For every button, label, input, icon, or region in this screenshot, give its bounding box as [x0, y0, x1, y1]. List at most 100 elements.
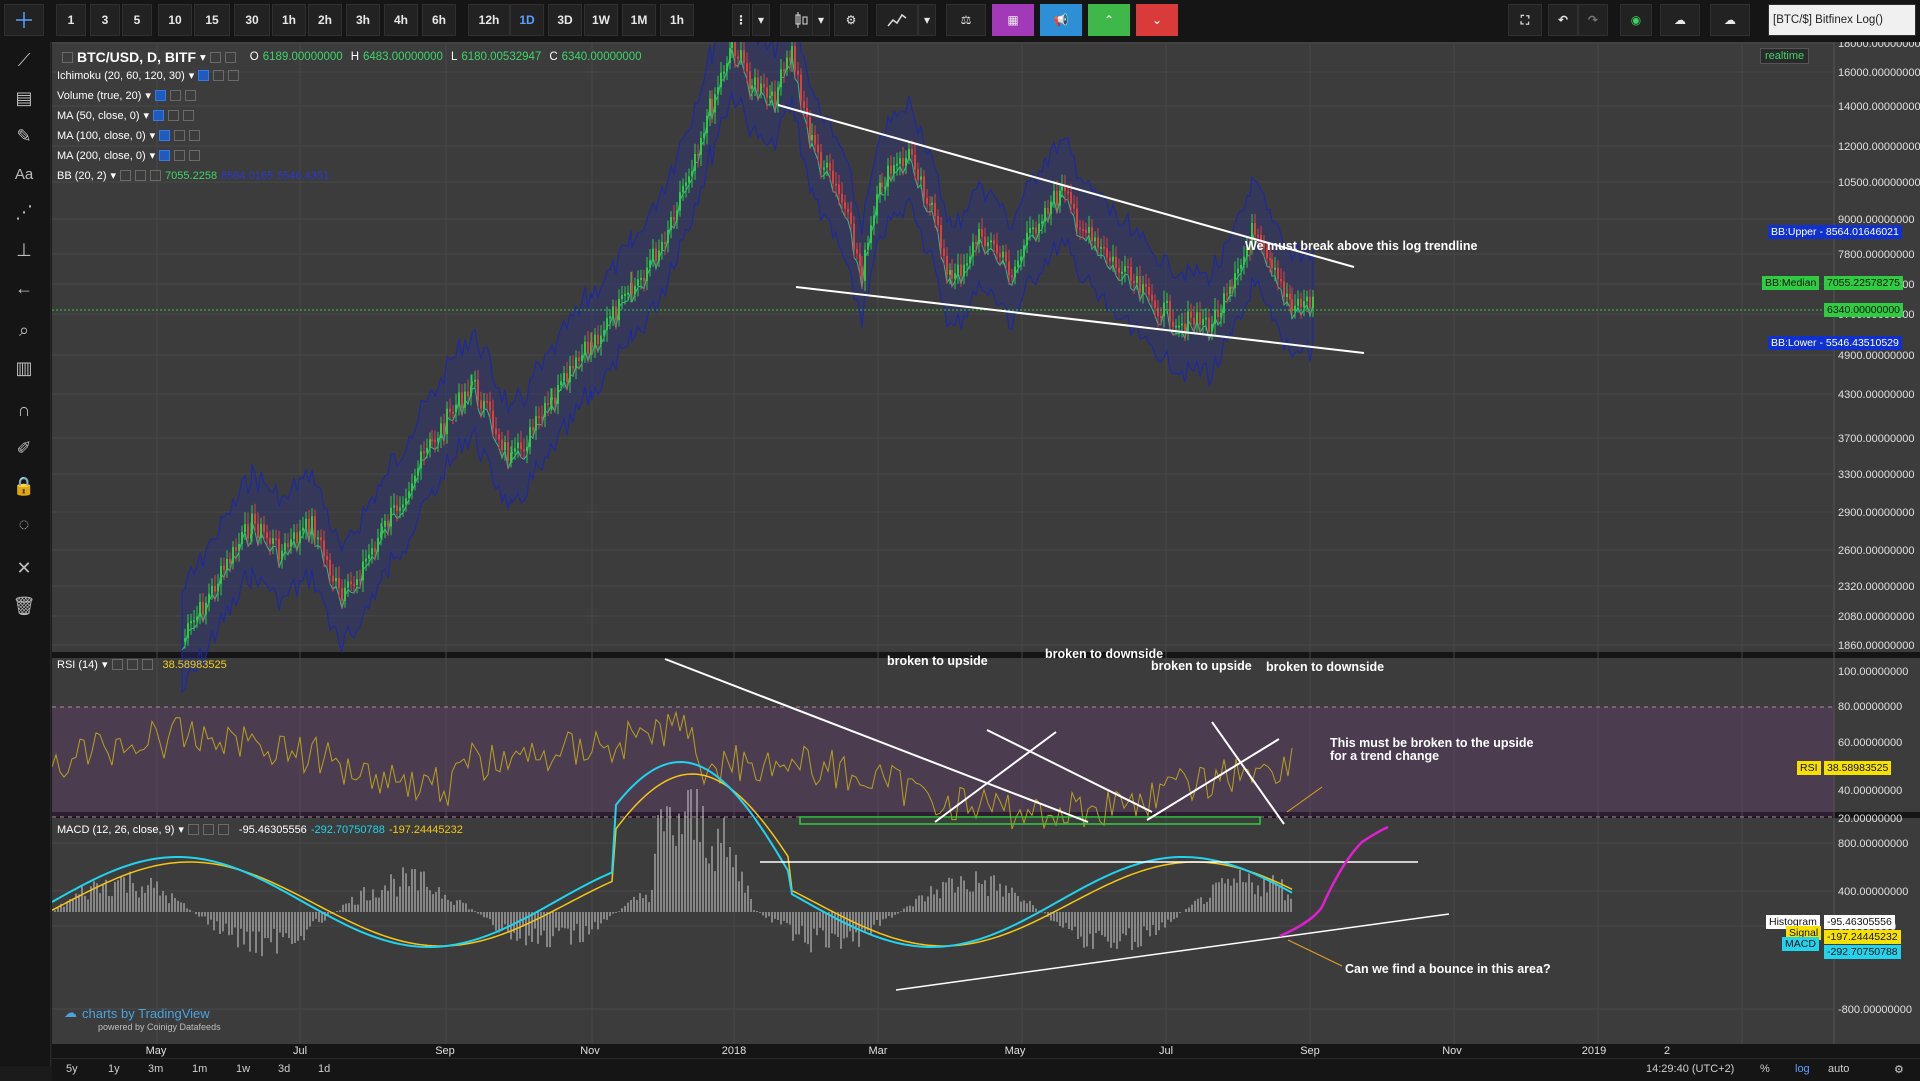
- chevron-down-icon[interactable]: ▾: [145, 90, 151, 102]
- powered-by: powered by Coinigy Datafeeds: [98, 1022, 221, 1032]
- candle-body: [746, 63, 748, 72]
- chevron-down-icon[interactable]: ▾: [812, 4, 830, 36]
- interval-6h-button[interactable]: 6h: [422, 4, 456, 36]
- log-toggle[interactable]: log: [1795, 1063, 1810, 1075]
- symbol-label[interactable]: BTC/USD, D, BITF: [77, 49, 196, 65]
- indicator-item[interactable]: MA (50, close, 0) ▾: [57, 109, 195, 122]
- ruler-icon[interactable]: ▥: [15, 357, 33, 378]
- auto-toggle[interactable]: auto: [1828, 1063, 1850, 1075]
- interval-2h-button[interactable]: 2h: [308, 4, 342, 36]
- chevron-down-icon[interactable]: ▾: [149, 130, 156, 142]
- chart-area[interactable]: 18000.00000000 16000.00000000 14000.000000…: [52, 42, 1920, 1066]
- close-toggle[interactable]: [224, 51, 236, 63]
- candle-body: [1163, 302, 1165, 317]
- camera-icon[interactable]: ◉: [1620, 4, 1652, 36]
- candle-body: [1229, 286, 1231, 294]
- fib-icon[interactable]: ▤: [15, 87, 33, 108]
- interval-1-button[interactable]: 1: [56, 4, 86, 36]
- measure-icon[interactable]: ⊥: [16, 239, 32, 260]
- interval-30-button[interactable]: 30: [234, 4, 270, 36]
- lock-icon[interactable]: 🔒: [12, 475, 36, 496]
- indicator-item[interactable]: MA (200, close, 0) ▾: [57, 149, 201, 162]
- sell-icon[interactable]: ⌄: [1136, 4, 1178, 36]
- tools-icon[interactable]: ✕: [16, 557, 32, 578]
- indicator-item[interactable]: MA (100, close, 0) ▾: [57, 129, 201, 142]
- indicator-item[interactable]: Volume (true, 20) ▾: [57, 89, 196, 102]
- gear-icon[interactable]: ⚙: [1894, 1064, 1904, 1076]
- interval-3-button[interactable]: 3: [90, 4, 120, 36]
- candle-body: [923, 176, 925, 198]
- pattern-icon[interactable]: ⋰: [15, 201, 33, 222]
- chevron-down-icon[interactable]: ▾: [918, 4, 936, 36]
- legend-toggle[interactable]: [62, 51, 73, 63]
- candle-body: [1047, 207, 1049, 215]
- trendline-icon[interactable]: ⟋: [17, 49, 31, 70]
- cloud-download-icon[interactable]: ☁: [1660, 4, 1700, 36]
- chevron-down-icon[interactable]: ▾: [188, 70, 195, 82]
- candle-body: [250, 534, 252, 539]
- compare-icon[interactable]: ⚖: [946, 4, 986, 36]
- range-1y-button[interactable]: 1y: [108, 1063, 120, 1075]
- range-3d-button[interactable]: 3d: [278, 1063, 291, 1075]
- undo-icon[interactable]: ↶: [1548, 4, 1578, 36]
- chevron-down-icon[interactable]: ▾: [178, 824, 184, 836]
- chevron-down-icon[interactable]: ▾: [752, 4, 770, 36]
- interval-1d-button[interactable]: 1D: [510, 4, 544, 36]
- interval-3h-button[interactable]: 3h: [346, 4, 380, 36]
- eye-hide-icon[interactable]: ◌: [18, 513, 30, 534]
- trash-icon[interactable]: 🗑: [12, 595, 36, 616]
- interval-5-button[interactable]: 5: [122, 4, 152, 36]
- indicator-item[interactable]: Ichimoku (20, 60, 120, 30) ▾: [57, 69, 240, 82]
- indicators-icon[interactable]: [876, 4, 918, 36]
- percent-toggle[interactable]: %: [1760, 1063, 1770, 1075]
- settings-toggle[interactable]: [209, 51, 221, 63]
- macd-support-line: [895, 913, 1450, 991]
- magnet-icon[interactable]: ∩: [17, 399, 31, 420]
- zoom-icon[interactable]: ⌕: [18, 319, 30, 340]
- cloud-upload-icon[interactable]: ☁: [1710, 4, 1750, 36]
- candle-body: [606, 318, 608, 331]
- interval-1h-button[interactable]: 1h: [660, 4, 694, 36]
- rsi-annotation-2: broken to downside: [1045, 647, 1164, 661]
- interval-4h-button[interactable]: 4h: [384, 4, 418, 36]
- brush-icon[interactable]: ✎: [16, 125, 32, 146]
- chevron-down-icon[interactable]: ▾: [149, 150, 156, 162]
- interval-15-button[interactable]: 15: [194, 4, 230, 36]
- range-1m-button[interactable]: 1m: [192, 1063, 208, 1075]
- indicator-bb[interactable]: BB (20, 2) ▾ 7055.2258 8564.0165 5546.43…: [57, 169, 330, 183]
- interval-1m-button[interactable]: 1M: [622, 4, 656, 36]
- interval-3d-button[interactable]: 3D: [548, 4, 582, 36]
- chevron-down-icon[interactable]: ▾: [110, 170, 117, 182]
- gear-icon[interactable]: ⚙: [834, 4, 868, 36]
- interval-12h-button[interactable]: 12h: [468, 4, 510, 36]
- rsi-legend[interactable]: RSI (14) ▾ 38.58983525: [57, 658, 227, 672]
- chevron-down-icon[interactable]: ▾: [101, 659, 108, 671]
- back-arrow-icon[interactable]: ←: [15, 277, 33, 298]
- candle-body: [670, 217, 672, 230]
- interval-1h-button[interactable]: 1h: [272, 4, 306, 36]
- megaphone-icon[interactable]: 📢: [1040, 4, 1082, 36]
- redo-icon[interactable]: ↷: [1578, 4, 1608, 36]
- candle-body: [800, 74, 802, 102]
- range-1d-button[interactable]: 1d: [318, 1063, 331, 1075]
- interval-1w-button[interactable]: 1W: [584, 4, 618, 36]
- text-icon[interactable]: Aa: [14, 165, 34, 183]
- chevron-down-icon[interactable]: ▾: [200, 52, 206, 64]
- cube-icon[interactable]: ▦: [992, 4, 1034, 36]
- range-3m-button[interactable]: 3m: [148, 1063, 164, 1075]
- symbol-search-input[interactable]: [BTC/$] Bitfinex Log(): [1768, 4, 1916, 36]
- range-5y-button[interactable]: 5y: [66, 1063, 78, 1075]
- candle-body: [429, 439, 431, 448]
- pencil-lock-icon[interactable]: ✐: [16, 437, 32, 458]
- crosshair-icon[interactable]: [4, 4, 44, 36]
- macd-legend[interactable]: MACD (12, 26, close, 9) ▾ -95.46305556 -…: [57, 823, 463, 837]
- buy-icon[interactable]: ⌃: [1088, 4, 1130, 36]
- fullscreen-icon[interactable]: ⛶: [1508, 4, 1542, 36]
- range-1w-button[interactable]: 1w: [236, 1063, 251, 1075]
- tradingview-brand[interactable]: ☁ charts by TradingView: [64, 1005, 210, 1021]
- more-intervals-icon[interactable]: ⋮: [732, 4, 750, 36]
- interval-10-button[interactable]: 10: [158, 4, 192, 36]
- chevron-down-icon[interactable]: ▾: [143, 110, 150, 122]
- chart-canvas[interactable]: 18000.00000000 16000.00000000 14000.000000…: [52, 42, 1920, 1066]
- candle-body: [1249, 247, 1251, 250]
